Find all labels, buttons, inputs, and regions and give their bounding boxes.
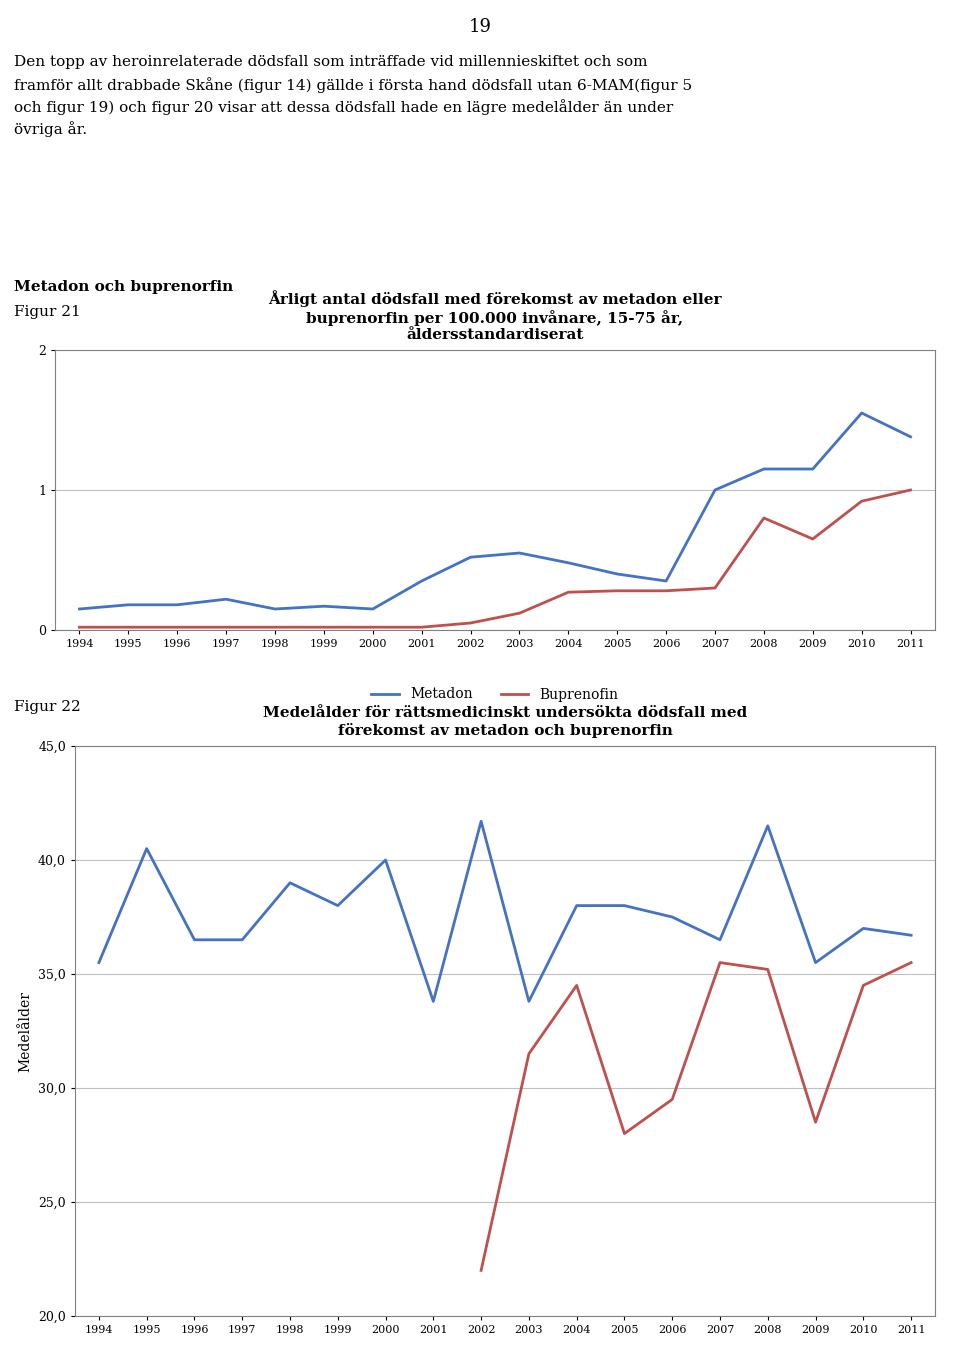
Legend: Metadon, Buprenofin: Metadon, Buprenofin	[366, 682, 624, 707]
Title: Medelålder för rättsmedicinskt undersökta dödsfall med
förekomst av metadon och : Medelålder för rättsmedicinskt undersökt…	[263, 707, 747, 738]
Y-axis label: Medelålder: Medelålder	[18, 991, 33, 1071]
Text: 19: 19	[468, 17, 492, 36]
Text: Figur 21: Figur 21	[14, 306, 82, 319]
Text: övriga år.: övriga år.	[14, 121, 87, 137]
Text: Figur 22: Figur 22	[14, 700, 82, 713]
Text: Metadon och buprenorfin: Metadon och buprenorfin	[14, 280, 233, 293]
Text: och figur 19) och figur 20 visar att dessa dödsfall hade en lägre medelålder än : och figur 19) och figur 20 visar att des…	[14, 100, 674, 114]
Legend: Metadon, Buprenorfin: Metadon, Buprenorfin	[372, 1341, 637, 1346]
Text: Den topp av heroinrelaterade dödsfall som inträffade vid millennieskiftet och so: Den topp av heroinrelaterade dödsfall so…	[14, 55, 648, 69]
Title: Årligt antal dödsfall med förekomst av metadon eller
buprenorfin per 100.000 inv: Årligt antal dödsfall med förekomst av m…	[268, 291, 722, 342]
Text: framför allt drabbade Skåne (figur 14) gällde i första hand dödsfall utan 6-MAM(: framför allt drabbade Skåne (figur 14) g…	[14, 77, 692, 93]
